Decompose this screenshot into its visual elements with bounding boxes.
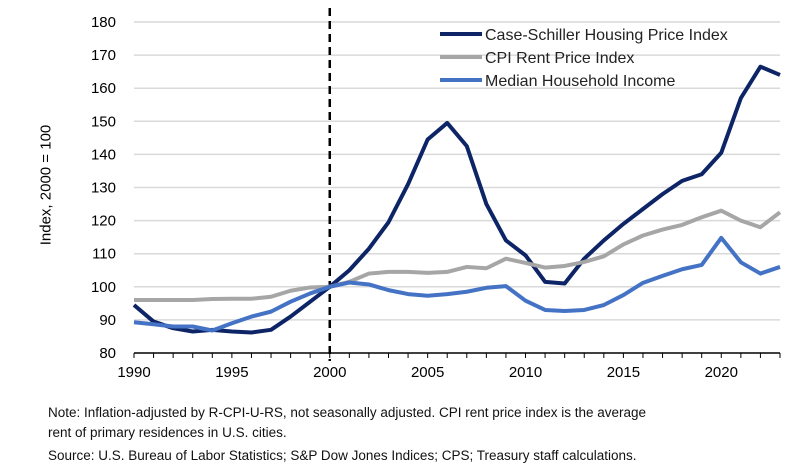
chart-svg: 80 90 100 110 120 130 140 150 160 170 180 1990 1995 2… <box>91 8 782 381</box>
y-tick-label: 130 <box>91 180 116 197</box>
series-line-2 <box>133 235 781 333</box>
y-axis-label: Index, 2000 = 100 <box>37 124 55 246</box>
x-tick-label: 2010 <box>509 364 542 381</box>
source-line: Source: U.S. Bureau of Labor Statistics;… <box>48 448 637 463</box>
y-tick-label: 150 <box>91 113 116 130</box>
note-line-2: rent of primary residences in U.S. citie… <box>48 425 287 440</box>
y-tick-label: 90 <box>99 312 116 329</box>
y-tick-label: 180 <box>91 14 116 31</box>
note-line-1: Note: Inflation-adjusted by R-CPI-U-RS, … <box>48 405 647 420</box>
x-tick-label: 2005 <box>411 364 444 381</box>
x-tick-label: 2000 <box>313 364 346 381</box>
legend-label: CPI Rent Price Index <box>485 50 634 67</box>
x-tick-label: 2015 <box>607 364 640 381</box>
y-tick-label: 140 <box>91 146 116 163</box>
y-tick-label: 160 <box>91 80 116 97</box>
x-tick-label: 1995 <box>215 364 248 381</box>
x-tick-label: 1990 <box>117 364 150 381</box>
y-tick-label: 100 <box>91 279 116 296</box>
series-line-0 <box>132 64 781 335</box>
y-tick-label: 110 <box>92 246 116 263</box>
legend-label: Case-Schiller Housing Price Index <box>485 27 728 44</box>
y-tick-label: 170 <box>91 47 116 64</box>
y-tick-label: 80 <box>99 345 116 362</box>
y-tick-label: 120 <box>91 213 116 230</box>
legend-label: Median Household Income <box>485 73 675 90</box>
x-tick-label: 2020 <box>705 364 738 381</box>
series-line-1 <box>134 208 782 303</box>
